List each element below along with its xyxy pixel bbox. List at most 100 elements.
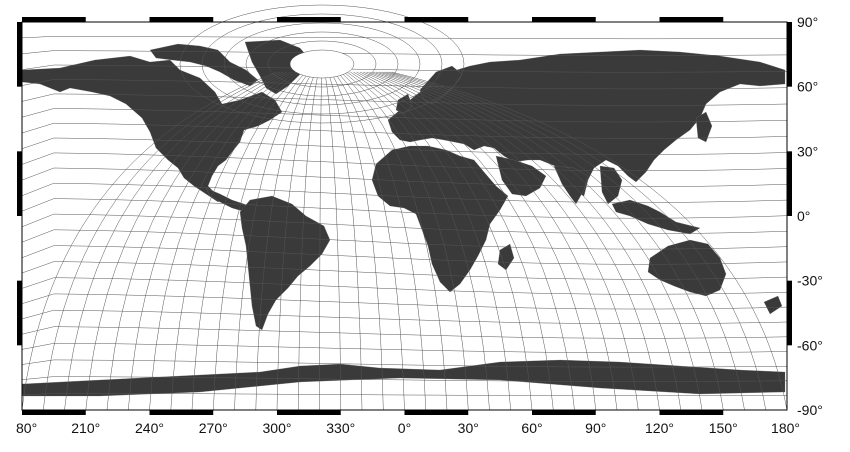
polar-ring (179, 4, 465, 124)
meridian-line (334, 71, 405, 411)
meridian-line (234, 71, 310, 411)
frame-tick-top (659, 17, 724, 22)
longitude-label: 80° (16, 420, 37, 436)
longitude-label: 0° (398, 420, 411, 436)
meridian-line (388, 71, 767, 411)
frame-tick-bottom (532, 410, 596, 415)
land-antarctica (21, 359, 786, 397)
frame-tick-bottom (404, 410, 469, 415)
meridian-line (324, 71, 342, 411)
frame-tick-right (787, 151, 792, 216)
parallel-line (21, 326, 788, 339)
parallel-line (21, 152, 788, 171)
parallel-line (21, 229, 788, 250)
meridian-line (363, 71, 597, 411)
parallel-line (21, 167, 788, 187)
latitude-label: 30° (797, 143, 818, 159)
longitude-label: 120° (645, 420, 674, 436)
frame-tick-bottom (659, 410, 724, 415)
latitude-label: 60° (797, 79, 818, 95)
meridian-line (128, 71, 294, 411)
frame-tick-left (17, 22, 22, 87)
parallel-line (21, 359, 788, 368)
parallel-line (21, 64, 788, 73)
polar-cap-hole (289, 49, 355, 79)
frame-tick-right (787, 280, 792, 346)
land-eurasia (387, 49, 786, 197)
land-north-america (21, 55, 283, 203)
parallel-line (21, 343, 788, 353)
longitude-label: 240° (135, 420, 164, 436)
polar-ring (245, 31, 399, 97)
frame-tick-bottom (149, 410, 214, 415)
meridian-line (369, 71, 639, 411)
polar-ring (223, 22, 421, 106)
longitude-label: 90° (585, 420, 606, 436)
parallel-line (21, 137, 788, 155)
parallel-line (21, 108, 788, 123)
frame-tick-right (787, 22, 792, 87)
parallel-line (21, 309, 788, 324)
frame-tick-bottom (22, 410, 86, 415)
meridian-line (327, 71, 363, 411)
meridian-line (337, 71, 427, 411)
parallel-line (21, 261, 788, 280)
frame-tick-top (404, 17, 469, 22)
meridian-line (276, 71, 316, 411)
frame-tick-top (149, 17, 214, 22)
meridian-line (382, 71, 724, 411)
parallel-line (21, 36, 788, 40)
land-layer (21, 39, 786, 397)
parallel-line (21, 245, 788, 265)
latitude-label: 90° (797, 14, 818, 30)
parallel-line (21, 93, 788, 106)
parallel-line (21, 393, 788, 396)
meridian-line (43, 71, 281, 411)
meridian-line (106, 71, 290, 411)
longitude-label: 150° (709, 420, 738, 436)
meridian-line (391, 71, 788, 411)
frame-tick-left (17, 151, 22, 216)
parallel-line (21, 122, 788, 139)
longitude-label: 300° (263, 420, 292, 436)
parallel-line (21, 277, 788, 295)
land-japan (695, 111, 713, 143)
meridian-line (372, 71, 660, 411)
meridian-line (330, 71, 384, 411)
latitude-label: -90° (797, 402, 823, 418)
meridian-line (340, 71, 448, 411)
longitude-label: 180° (771, 420, 800, 436)
meridian-line (350, 71, 511, 411)
meridian-line (191, 71, 303, 411)
meridian-line (378, 71, 703, 411)
frame-tick-bottom (277, 410, 341, 415)
land-madagascar (497, 243, 515, 271)
parallel-line (21, 293, 788, 310)
frame-tick-left (17, 280, 22, 346)
meridian-line (346, 71, 490, 411)
parallel-line (21, 376, 788, 382)
land-indonesia (611, 199, 701, 235)
meridian-line (64, 71, 284, 411)
land-africa (371, 145, 509, 293)
latitude-label: 0° (797, 208, 810, 224)
longitude-label: 30° (458, 420, 479, 436)
meridian-line (366, 71, 618, 411)
parallel-line (21, 198, 788, 219)
meridian-line (298, 71, 319, 411)
longitude-label: 210° (71, 420, 100, 436)
latitude-label: -60° (797, 337, 823, 353)
longitude-labels: 80° 210° 240° 270° 300° 330° 0° 30° 60° 90° 120° 15… (16, 420, 800, 436)
polar-ring (201, 13, 443, 115)
land-australia (647, 239, 727, 297)
meridian-line (375, 71, 682, 411)
land-new-zealand (763, 295, 783, 315)
frame-tick-top (22, 17, 86, 22)
latitude-label: -30° (797, 273, 823, 289)
parallel-line (21, 182, 788, 203)
meridian-line (85, 71, 287, 411)
frame-tick-top (277, 17, 341, 22)
frame-checkerboard (17, 17, 792, 415)
meridian-line (356, 71, 554, 411)
